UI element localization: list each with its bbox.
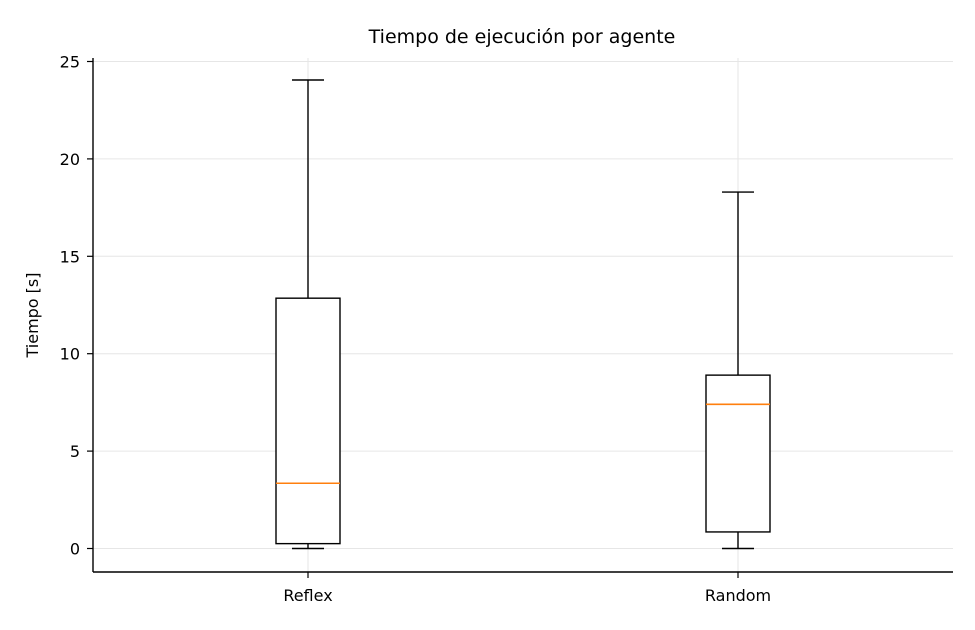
box-layer: [275, 79, 771, 550]
x-tick-label: Random: [705, 586, 771, 605]
y-tick-label: 5: [70, 442, 80, 461]
y-axis-label: Tiempo [s]: [23, 272, 42, 358]
iqr-box: [705, 374, 771, 533]
box-reflex: [275, 79, 341, 550]
y-tick-label: 15: [60, 247, 80, 266]
box-random: [705, 191, 771, 550]
iqr-box: [275, 297, 341, 545]
axis-layer: [92, 58, 953, 573]
y-tick-label: 25: [60, 53, 80, 72]
y-tick-label: 10: [60, 345, 80, 364]
y-tick-label: 0: [70, 540, 80, 559]
x-tick-label: Reflex: [283, 586, 332, 605]
grid-layer: [93, 58, 953, 572]
y-tick-label: 20: [60, 150, 80, 169]
x-ticks: Reflex Random: [283, 572, 771, 605]
y-ticks: 0 5 10 15 20 25: [60, 53, 93, 559]
chart-title: Tiempo de ejecución por agente: [368, 26, 676, 48]
